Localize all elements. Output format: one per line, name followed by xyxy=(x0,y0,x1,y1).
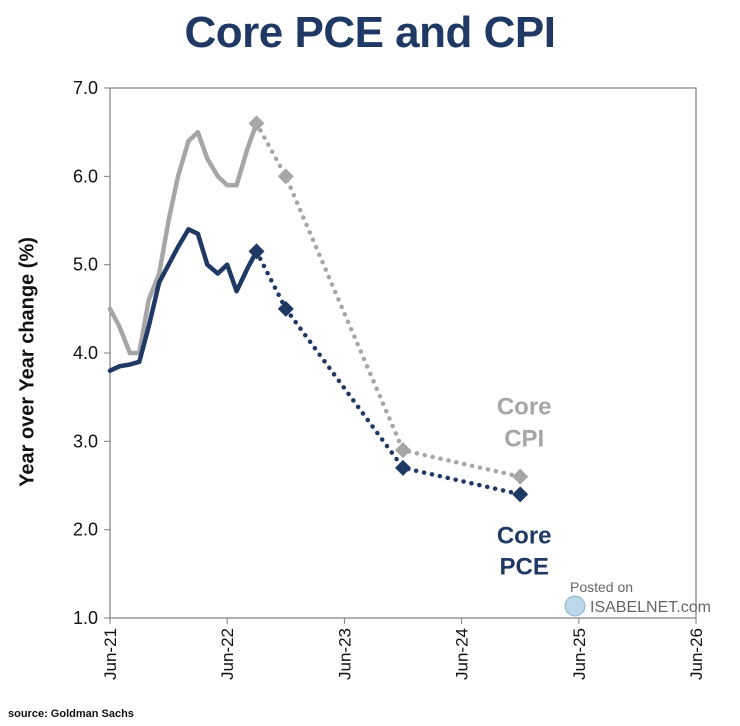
x-tick-label: Jun-21 xyxy=(101,628,120,680)
core-cpi-forecast-marker xyxy=(277,168,294,185)
y-tick-label: 7.0 xyxy=(73,78,98,98)
globe-icon xyxy=(564,595,586,617)
core-cpi-forecast-marker xyxy=(248,115,265,132)
core-pce-actual-line xyxy=(107,227,259,373)
watermark-site: ISABELNET.com xyxy=(590,599,711,616)
watermark-posted-on: Posted on xyxy=(570,579,633,595)
core-pce-forecast-marker xyxy=(277,300,294,317)
source-note: source: Goldman Sachs xyxy=(8,708,134,720)
y-tick-label: 4.0 xyxy=(73,343,98,363)
y-tick-label: 5.0 xyxy=(73,255,98,275)
x-tick-label: Jun-26 xyxy=(687,628,706,680)
plot-frame xyxy=(109,87,697,619)
core-pce-forecast-marker xyxy=(248,243,265,260)
core-cpi-actual-line xyxy=(107,121,259,356)
y-tick-label: 2.0 xyxy=(73,520,98,540)
core-cpi-forecast-marker xyxy=(395,442,411,459)
y-tick-label: 3.0 xyxy=(73,431,98,451)
core-pce-series-label: PCE xyxy=(500,553,549,580)
core-pce-forecast-marker xyxy=(512,486,529,503)
core-cpi-forecast-marker xyxy=(512,468,529,485)
x-tick-label: Jun-22 xyxy=(218,628,237,680)
core-cpi-series-label: CPI xyxy=(504,426,544,453)
core-cpi-forecast-line xyxy=(254,121,523,479)
x-tick-label: Jun-24 xyxy=(453,628,472,680)
x-tick-label: Jun-23 xyxy=(335,628,354,680)
core-pce-forecast-marker xyxy=(395,459,411,476)
x-tick-label: Jun-25 xyxy=(570,628,589,680)
core-cpi-series-label: Core xyxy=(497,394,552,421)
core-pce-forecast-line xyxy=(254,249,523,497)
core-pce-series-label: Core xyxy=(497,522,552,549)
y-tick-label: 1.0 xyxy=(73,608,98,628)
chart-title: Core PCE and CPI xyxy=(184,8,556,57)
y-tick-label: 6.0 xyxy=(73,166,98,186)
